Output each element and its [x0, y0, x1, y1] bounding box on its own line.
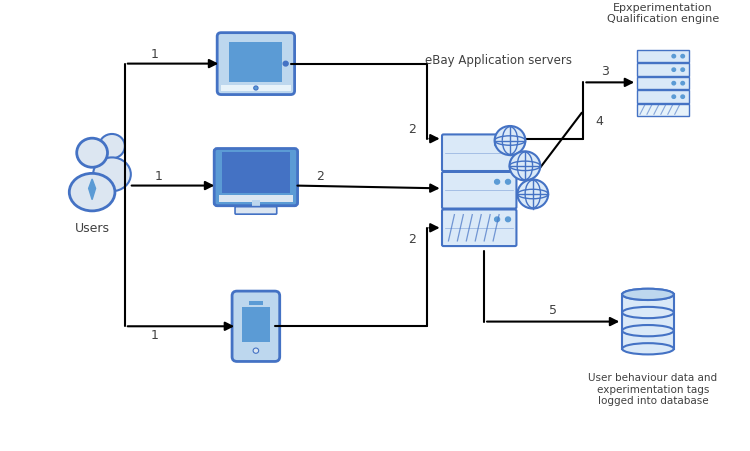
- Ellipse shape: [69, 173, 115, 211]
- Circle shape: [672, 95, 676, 98]
- Ellipse shape: [622, 289, 674, 300]
- Ellipse shape: [93, 157, 130, 191]
- Bar: [219, 195, 292, 202]
- Circle shape: [494, 142, 500, 147]
- FancyBboxPatch shape: [442, 209, 517, 246]
- Bar: [622, 295, 674, 349]
- Circle shape: [99, 134, 124, 158]
- Circle shape: [494, 217, 500, 222]
- Circle shape: [509, 152, 540, 180]
- Circle shape: [518, 179, 548, 208]
- Circle shape: [506, 217, 511, 222]
- Bar: [230, 41, 282, 82]
- Bar: [242, 307, 270, 342]
- Text: User behaviour data and
experimentation tags
logged into database: User behaviour data and experimentation …: [588, 373, 718, 406]
- Circle shape: [672, 68, 676, 71]
- FancyBboxPatch shape: [442, 172, 517, 208]
- Bar: [222, 152, 290, 193]
- Circle shape: [253, 348, 259, 353]
- Bar: [221, 85, 291, 91]
- Bar: [637, 104, 688, 116]
- Bar: [637, 64, 688, 76]
- Polygon shape: [88, 179, 95, 200]
- Circle shape: [681, 55, 685, 58]
- Text: 2: 2: [316, 170, 324, 183]
- Circle shape: [494, 126, 526, 155]
- Text: 2: 2: [408, 233, 416, 245]
- Text: Epxperimentation
Qualification engine: Epxperimentation Qualification engine: [607, 3, 719, 24]
- Bar: [249, 301, 262, 305]
- Circle shape: [254, 86, 258, 90]
- Circle shape: [506, 179, 511, 184]
- Text: 5: 5: [549, 304, 557, 317]
- FancyBboxPatch shape: [442, 134, 517, 171]
- Circle shape: [672, 82, 676, 85]
- Text: 1: 1: [151, 329, 158, 342]
- Circle shape: [494, 179, 500, 184]
- Bar: [637, 77, 688, 89]
- Circle shape: [672, 55, 676, 58]
- Bar: [252, 200, 260, 209]
- Ellipse shape: [622, 325, 674, 336]
- FancyBboxPatch shape: [214, 148, 298, 206]
- Circle shape: [506, 142, 511, 147]
- Circle shape: [681, 68, 685, 71]
- Bar: [637, 91, 688, 103]
- Ellipse shape: [622, 307, 674, 318]
- FancyBboxPatch shape: [232, 291, 280, 361]
- Circle shape: [681, 82, 685, 85]
- Ellipse shape: [622, 343, 674, 354]
- Circle shape: [284, 61, 288, 66]
- Circle shape: [76, 138, 107, 167]
- Text: 1: 1: [151, 48, 158, 61]
- Ellipse shape: [622, 289, 674, 300]
- FancyBboxPatch shape: [217, 32, 295, 95]
- Text: 3: 3: [602, 64, 609, 78]
- Text: 4: 4: [596, 115, 603, 128]
- Text: 2: 2: [408, 123, 416, 136]
- Circle shape: [681, 95, 685, 98]
- Text: 1: 1: [154, 170, 163, 183]
- FancyBboxPatch shape: [235, 207, 277, 214]
- Bar: [637, 50, 688, 62]
- Text: Users: Users: [74, 222, 110, 235]
- Text: eBay Application servers: eBay Application servers: [424, 54, 572, 67]
